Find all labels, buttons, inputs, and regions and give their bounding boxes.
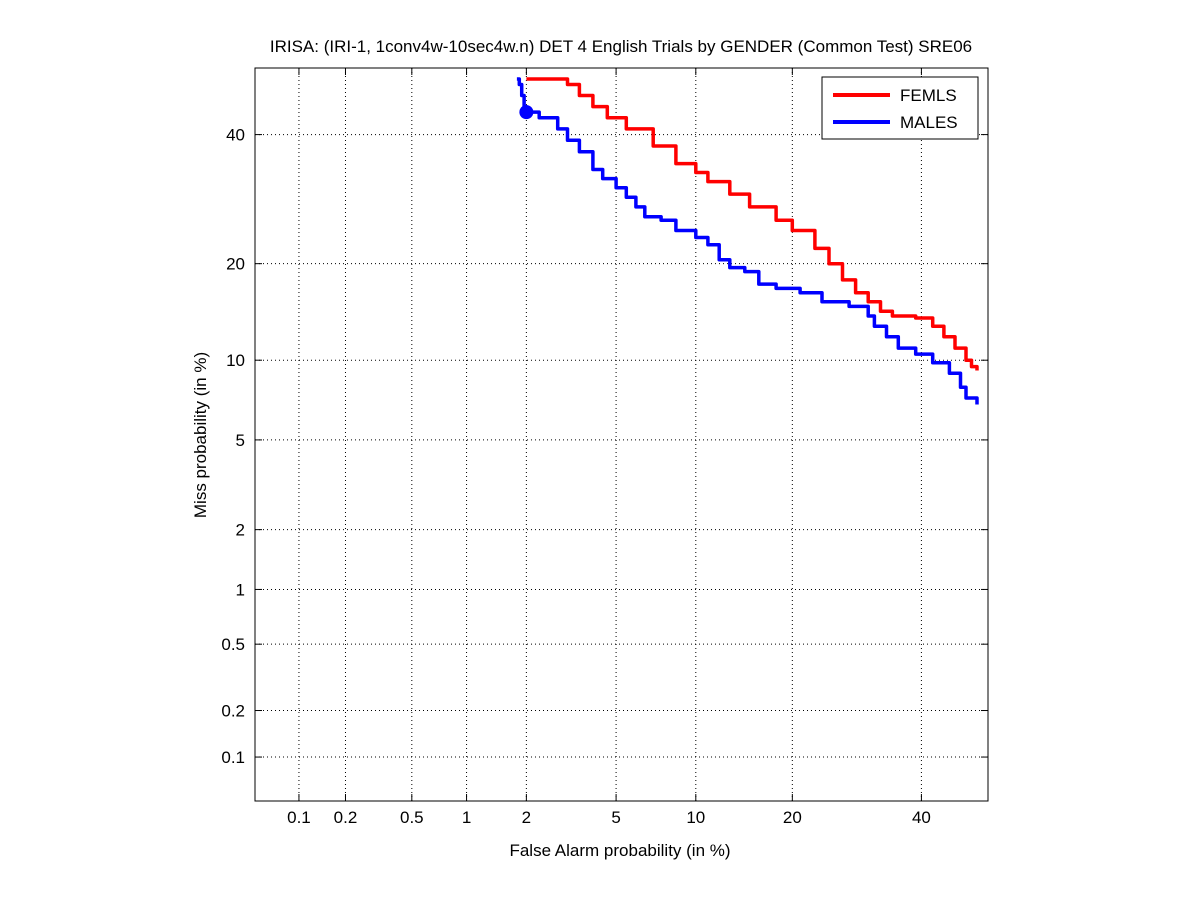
y-tick-label: 10 <box>226 351 245 370</box>
y-tick-label: 0.5 <box>221 635 245 654</box>
x-tick-label: 0.1 <box>287 808 311 827</box>
plot-area-frame <box>254 67 989 802</box>
x-axis-ticks: 0.1 0.2 0.5 1 2 5 10 20 40 <box>287 68 931 827</box>
y-tick-label: 2 <box>236 521 245 540</box>
y-tick-label: 0.2 <box>221 702 245 721</box>
x-tick-label: 0.5 <box>400 808 424 827</box>
y-tick-label: 1 <box>236 580 245 599</box>
y-tick-label: 0.1 <box>221 748 245 767</box>
x-tick-label: 0.2 <box>334 808 358 827</box>
series-marker-males <box>519 105 534 120</box>
chart-title: IRISA: (IRI-1, 1conv4w-10sec4w.n) DET 4 … <box>270 37 972 56</box>
y-tick-label: 20 <box>226 255 245 274</box>
series-line-femls <box>526 77 979 371</box>
legend-label-femls: FEMLS <box>900 86 957 105</box>
legend: FEMLS MALES <box>821 76 979 140</box>
series-line-males <box>516 77 979 405</box>
y-tick-label: 40 <box>226 126 245 145</box>
legend-box <box>821 76 979 140</box>
legend-label-males: MALES <box>900 113 958 132</box>
x-tick-label: 10 <box>686 808 705 827</box>
y-axis-label: Miss probability (in %) <box>191 352 210 518</box>
x-tick-label: 20 <box>783 808 802 827</box>
y-axis-ticks: 0.1 0.2 0.5 1 2 5 10 20 40 <box>221 126 988 767</box>
y-tick-label: 5 <box>236 431 245 450</box>
x-axis-label: False Alarm probability (in %) <box>509 841 730 860</box>
x-tick-label: 40 <box>912 808 931 827</box>
x-tick-label: 5 <box>611 808 620 827</box>
x-tick-label: 2 <box>522 808 531 827</box>
series-layer <box>516 77 979 405</box>
x-tick-label: 1 <box>462 808 471 827</box>
